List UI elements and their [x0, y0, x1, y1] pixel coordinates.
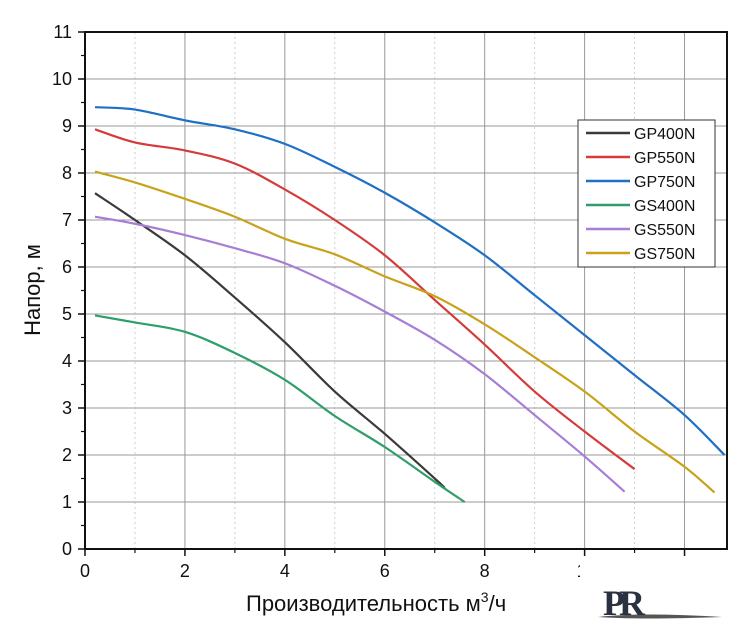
y-tick-label: 7: [62, 210, 72, 230]
x-axis-title-suffix: /ч: [489, 591, 507, 616]
legend-label: GS550N: [634, 222, 695, 239]
legend-label: GP750N: [634, 174, 695, 191]
legend: GP400N GP550N GP750N GS400N GS550N GS750N: [577, 119, 716, 268]
legend-label: GP400N: [634, 126, 695, 143]
series-line-gs750n: [94, 170, 716, 494]
x-tick-label: 6: [380, 561, 390, 581]
x-tick-label: 2: [180, 561, 190, 581]
x-tick-label: 0: [80, 561, 90, 581]
y-tick-label: 10: [52, 69, 72, 89]
y-tick-label: 11: [53, 22, 72, 42]
legend-label: GS400N: [634, 198, 695, 215]
y-tick-label: 2: [62, 445, 72, 465]
y-tick-label: 5: [62, 304, 72, 324]
y-tick-label: 8: [62, 163, 72, 183]
series-lines: [94, 106, 726, 503]
legend-label: GS750N: [634, 246, 695, 263]
series-line-gs400n: [94, 314, 466, 503]
x-tick-label: 8: [480, 561, 490, 581]
y-tick-label: 9: [62, 116, 72, 136]
y-tick-label: 3: [62, 398, 72, 418]
x-axis-title-sup: 3: [481, 589, 489, 605]
series-line-gp400n: [94, 192, 446, 489]
x-tick-label: 4: [280, 561, 290, 581]
y-axis-title: Напор, м: [20, 244, 45, 336]
legend-label: GP550N: [634, 150, 695, 167]
legend-box: [577, 119, 716, 268]
brand-logo: PR: [580, 560, 753, 640]
series-line-gp550n: [94, 128, 636, 470]
x-axis-title: Производительность м3/ч: [246, 589, 506, 616]
y-tick-label: 4: [62, 351, 72, 371]
series-line-gs550n: [94, 215, 626, 493]
x-axis-title-main: Производительность м: [246, 591, 481, 616]
plot-frame: [84, 31, 728, 550]
y-tick-label: 1: [62, 492, 72, 512]
y-tick-label: 6: [62, 257, 72, 277]
series-line-gp750n: [94, 106, 726, 456]
grid: [85, 32, 727, 549]
y-tick-label: 0: [62, 539, 72, 559]
